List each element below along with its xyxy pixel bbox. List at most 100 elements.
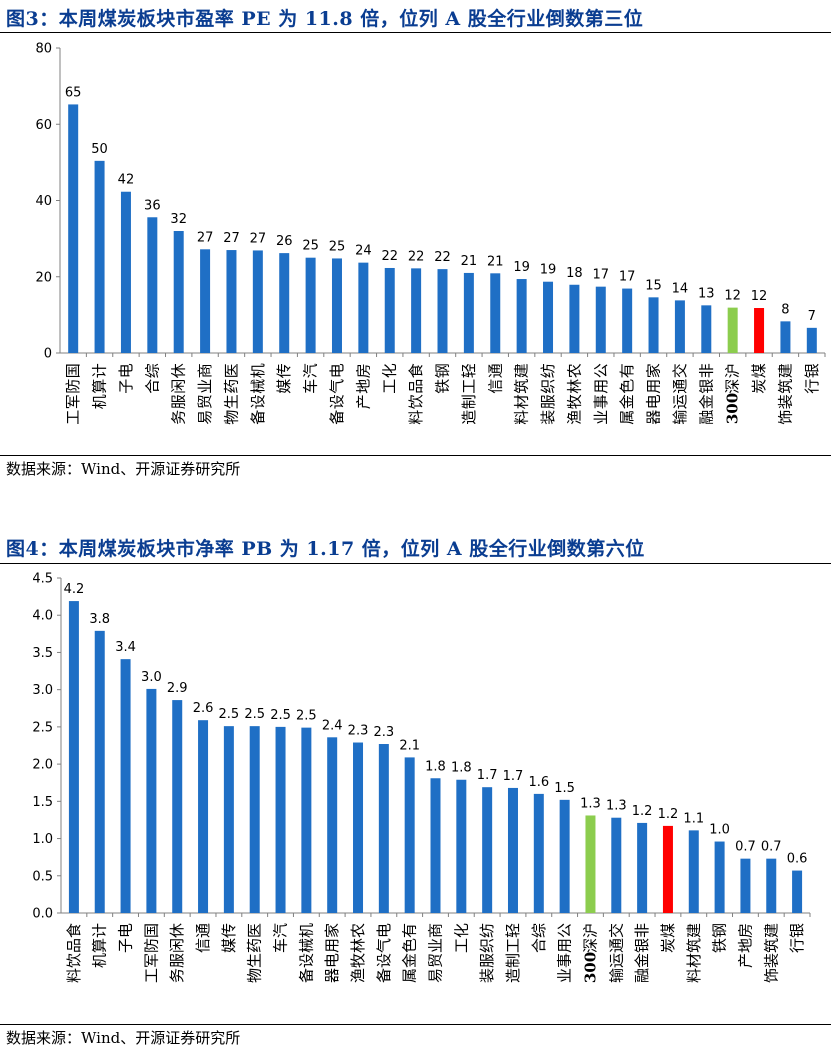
svg-text:媒: 媒 [275, 379, 293, 394]
data-label: 13 [698, 286, 715, 301]
svg-text:机: 机 [249, 363, 267, 378]
svg-text:业: 业 [592, 410, 610, 425]
bar [806, 327, 817, 353]
category-label: 房地产 [736, 923, 754, 968]
svg-text:纺: 纺 [539, 363, 557, 378]
svg-text:色: 色 [401, 938, 419, 953]
bar [792, 870, 803, 913]
svg-text:易: 易 [196, 410, 214, 425]
figure-3-title: 图3：本周煤炭板块市盈率 PE 为 11.8 倍，位列 A 股全行业倒数第三位 [6, 8, 644, 30]
bar [173, 231, 184, 353]
bar [94, 160, 105, 353]
svg-text:药: 药 [246, 938, 264, 953]
svg-text:银: 银 [803, 363, 821, 378]
data-label: 1.6 [528, 775, 549, 790]
svg-text:织: 织 [478, 938, 496, 953]
bar [533, 793, 544, 913]
category-label: 电子 [117, 923, 135, 953]
svg-text:业: 业 [427, 938, 445, 953]
svg-text:产: 产 [354, 394, 372, 409]
svg-text:工: 工 [64, 410, 82, 425]
svg-text:信: 信 [486, 379, 504, 394]
bar [147, 217, 158, 353]
bar [780, 321, 791, 353]
svg-text:房: 房 [354, 363, 372, 378]
data-label: 21 [487, 254, 504, 269]
figure-3-bottom-rule [0, 455, 831, 456]
bar [674, 300, 685, 353]
bar [490, 273, 501, 353]
category-label: 电子 [117, 363, 135, 394]
data-label: 18 [566, 266, 583, 281]
bar [146, 688, 157, 913]
bar [437, 269, 448, 353]
svg-text:国: 国 [64, 363, 82, 378]
svg-text:务: 务 [170, 410, 188, 425]
svg-text:综: 综 [143, 363, 161, 378]
svg-text:械: 械 [297, 938, 315, 953]
y-tick-label: 0.0 [32, 907, 53, 922]
svg-text:合: 合 [143, 379, 161, 394]
svg-text:生: 生 [222, 394, 240, 409]
svg-text:有: 有 [618, 363, 636, 378]
svg-text:非: 非 [697, 363, 715, 378]
data-label: 21 [461, 254, 478, 269]
bar [94, 630, 105, 913]
svg-text:输: 输 [671, 410, 689, 425]
y-tick-label: 2.5 [32, 720, 53, 735]
svg-text:商: 商 [427, 923, 445, 938]
svg-text:算: 算 [91, 938, 109, 953]
svg-text:车: 车 [272, 938, 290, 953]
svg-text:输: 输 [607, 968, 625, 983]
svg-text:沪: 沪 [581, 923, 599, 938]
svg-text:事: 事 [556, 953, 574, 968]
bar [249, 726, 260, 913]
svg-text:用: 用 [323, 938, 341, 953]
svg-text:地: 地 [354, 379, 372, 394]
data-label: 3.8 [89, 612, 110, 627]
svg-text:产: 产 [736, 953, 754, 968]
bar [331, 258, 342, 353]
svg-text:备: 备 [249, 410, 267, 425]
bar [585, 815, 596, 913]
pe-bar-chart: 02040608065国防军工50计算机42电子36综合32休闲服务27商业贸易… [35, 42, 826, 425]
svg-text:传: 传 [220, 923, 238, 938]
y-tick-label: 40 [35, 194, 52, 209]
svg-text:交: 交 [607, 923, 625, 938]
data-label: 27 [250, 231, 267, 246]
bar [353, 742, 364, 913]
svg-text:装: 装 [776, 394, 794, 409]
svg-text:军: 军 [142, 953, 160, 968]
category-label: 传媒 [275, 363, 293, 394]
svg-text:炭: 炭 [659, 938, 677, 953]
bar [463, 272, 474, 353]
svg-text:筑: 筑 [685, 938, 703, 953]
bar [301, 727, 312, 913]
svg-text:公: 公 [556, 923, 574, 938]
svg-text:农: 农 [349, 923, 367, 938]
figure-3-top-rule [0, 32, 831, 33]
bar [223, 726, 234, 913]
data-label: 65 [65, 85, 82, 100]
svg-text:银: 银 [633, 938, 651, 953]
data-label: 22 [381, 249, 398, 264]
svg-text:贸: 贸 [196, 394, 214, 409]
category-label: 综合 [143, 363, 161, 394]
data-label: 1.7 [477, 768, 498, 783]
svg-text:300: 300 [581, 952, 599, 983]
svg-text:渔: 渔 [349, 968, 367, 983]
svg-text:轻: 轻 [460, 363, 478, 378]
svg-text:气: 气 [375, 938, 393, 953]
y-tick-label: 4.0 [32, 609, 53, 624]
data-label: 22 [408, 249, 425, 264]
data-label: 0.7 [761, 840, 782, 855]
